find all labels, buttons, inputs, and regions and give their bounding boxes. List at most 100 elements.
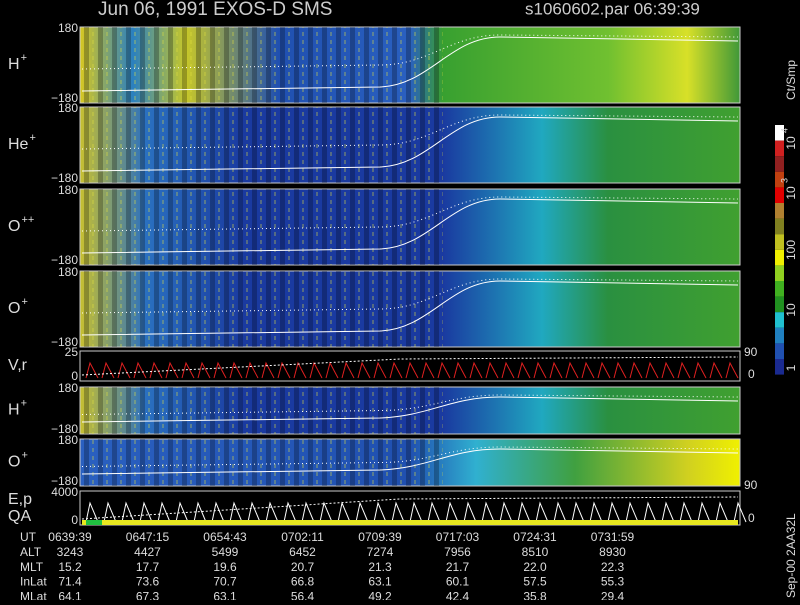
colorbar-cell (775, 249, 784, 266)
qa-bar-start (86, 520, 102, 525)
table-cell: 0647:15 (126, 530, 170, 544)
axis-bottom: 0 (71, 369, 78, 383)
table-cell: 7956 (444, 545, 471, 559)
panel-texture (82, 439, 443, 486)
table-cell: 57.5 (523, 575, 547, 589)
row-label: ALT (20, 545, 42, 559)
colorbar-cell (775, 171, 784, 188)
table-cell: 17.7 (136, 560, 160, 574)
panel-texture (82, 189, 443, 265)
panel-label: E,p (8, 491, 32, 508)
colorbar-cell (775, 218, 784, 235)
axis-top: 4000 (51, 485, 78, 499)
table-cell: 63.1 (213, 589, 237, 600)
table-cell: 64.1 (58, 589, 82, 600)
colorbar-cell (775, 265, 784, 281)
table-cell: 19.6 (213, 560, 237, 574)
colorbar-cell (775, 187, 784, 203)
table-cell: 8510 (522, 545, 549, 559)
axis-bottom: −180 (51, 335, 78, 349)
table-cell: 0639:39 (48, 530, 92, 544)
panel-frame (79, 490, 741, 526)
colorbar-cell (775, 281, 784, 297)
table-cell: 0654:43 (203, 530, 247, 544)
table-cell: 55.3 (601, 575, 625, 589)
colorbar-cell (775, 327, 784, 344)
sawtooth (85, 501, 747, 523)
table-cell: 22.0 (523, 560, 547, 574)
table-cell: 0717:03 (436, 530, 480, 544)
trace-line (81, 198, 739, 254)
axis-top: 180 (58, 381, 78, 395)
colorbar-label: 100 (784, 240, 798, 260)
panel-label: O (8, 300, 20, 317)
table-cell: 0702:11 (281, 530, 324, 544)
colorbar-label-sup: 4 (779, 128, 789, 133)
trace-dots (81, 34, 739, 70)
axis-bottom: 0 (71, 513, 78, 527)
table-cell: 5499 (212, 545, 239, 559)
axis-bottom: −180 (51, 171, 78, 185)
colorbar-cell (775, 359, 784, 375)
trace-line (81, 280, 739, 336)
table-cell: 15.2 (58, 560, 82, 574)
panel-texture (82, 387, 443, 434)
panel-texture (82, 271, 443, 347)
row-label: InLat (20, 575, 47, 589)
panel-label-sup: + (21, 397, 27, 409)
axis-top: 25 (65, 345, 79, 359)
panel-texture (82, 107, 443, 183)
table-cell: 0709:39 (358, 530, 402, 544)
table-cell: 67.3 (136, 589, 160, 600)
header-title: Jun 06, 1991 EXOS-D SMS (98, 0, 332, 20)
header-file: s1060602.par 06:39:39 (525, 0, 700, 18)
table-cell: 73.6 (136, 575, 160, 589)
panel-label-2: QA (8, 508, 31, 525)
axis-right-bottom: 0 (748, 367, 755, 381)
table-cell: 42.4 (446, 589, 470, 600)
colorbar-cell (775, 312, 784, 328)
table-cell: 63.1 (368, 575, 392, 589)
panel-label: O (8, 454, 20, 471)
table-cell: 60.1 (446, 575, 470, 589)
axis-right-top: 90 (744, 345, 758, 359)
trace-dots (81, 278, 739, 314)
trace-dots (81, 196, 739, 232)
panel-label: V,r (8, 357, 28, 374)
table-cell: 56.4 (291, 589, 315, 600)
axis-bottom: −180 (51, 474, 78, 488)
table-cell: 49.2 (368, 589, 392, 600)
qa-bar (82, 520, 738, 525)
table-cell: 22.3 (601, 560, 625, 574)
table-cell: 71.4 (58, 575, 82, 589)
panel-label-sup: + (29, 132, 35, 144)
trace-line (81, 36, 739, 92)
axis-top: 180 (58, 265, 78, 279)
sawtooth (85, 361, 739, 379)
panel-label-sup: ++ (21, 214, 34, 226)
colorbar-cell (775, 125, 784, 141)
colorbar-cell (775, 296, 784, 313)
trace-dots (81, 114, 739, 150)
panel-label: He (8, 136, 29, 153)
colorbar-label: 1 (784, 364, 798, 371)
table-cell: 3243 (57, 545, 84, 559)
colorbar-cell (775, 234, 784, 250)
panel-label-sup: + (21, 52, 27, 64)
colorbar-label: 10 (784, 186, 798, 200)
table-cell: 21.7 (446, 560, 470, 574)
table-cell: 8930 (599, 545, 626, 559)
panel-label-sup: + (21, 296, 27, 308)
colorbar-cell (775, 140, 784, 157)
axis-top: 180 (58, 101, 78, 115)
row-label: UT (20, 530, 37, 544)
table-cell: 21.3 (368, 560, 392, 574)
axis-top: 180 (58, 21, 78, 35)
footnote: Sep-00 2AA32L (784, 513, 798, 598)
row-label: MLT (20, 560, 44, 574)
table-cell: 66.8 (291, 575, 315, 589)
panel-texture (82, 27, 443, 103)
